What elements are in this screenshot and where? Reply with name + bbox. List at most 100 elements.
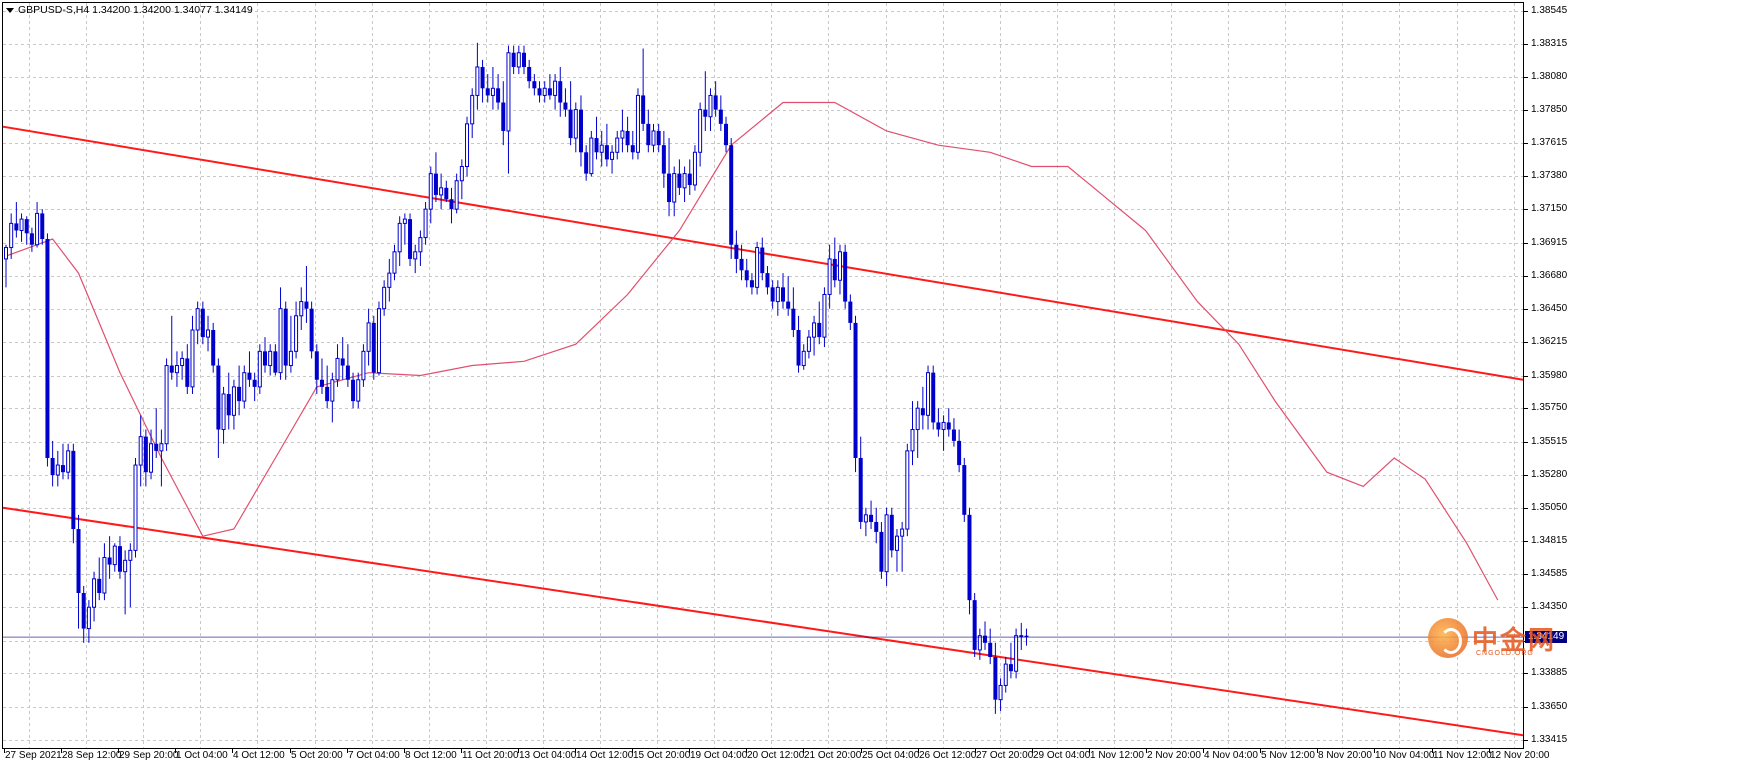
candle-body-bear — [931, 372, 936, 423]
y-tick-label: 1.33415 — [1531, 734, 1568, 745]
candle-body-bull — [366, 322, 371, 352]
candle-body-bull — [149, 443, 154, 473]
candle-body-bull — [1014, 635, 1019, 672]
watermark-text: 中金网 — [1472, 625, 1557, 656]
candle-body-bull — [397, 222, 402, 253]
candle-body-bull — [1019, 635, 1024, 638]
candle-body-bear — [563, 102, 568, 110]
candle-body-bear — [765, 273, 770, 288]
candle-body-bear — [283, 308, 288, 366]
candle-body-bear — [578, 109, 583, 153]
x-tick-label: 13 Oct 04:00 — [519, 750, 577, 761]
y-tick — [1524, 243, 1528, 244]
candle-body-bear — [325, 386, 330, 402]
candle-body-bear — [889, 514, 894, 551]
candle-body-bear — [713, 95, 718, 110]
y-tick — [1524, 342, 1528, 343]
y-tick-label: 1.35280 — [1531, 469, 1568, 480]
y-tick — [1524, 508, 1528, 509]
y-tick-label: 1.37850 — [1531, 104, 1568, 115]
candle-body-bear — [874, 521, 879, 532]
x-tick — [347, 749, 348, 753]
candle-body-bear — [522, 52, 526, 67]
y-tick-label: 1.36915 — [1531, 237, 1568, 248]
candle-body-bull — [775, 286, 780, 303]
candle-body-bull — [392, 251, 397, 274]
candle-body-bull — [133, 464, 138, 551]
candle-body-bull — [459, 166, 464, 182]
candle-body-bear — [724, 123, 729, 146]
x-tick-label: 7 Oct 04:00 — [348, 750, 400, 761]
candle-body-bull — [801, 350, 806, 367]
candle-body-bear — [200, 308, 205, 338]
x-tick-label: 27 Oct 20:00 — [976, 750, 1034, 761]
candle-body-bear — [76, 529, 81, 594]
candle-body-bear — [345, 365, 350, 380]
candle-body-bull — [278, 308, 283, 374]
candle-body-bull — [454, 180, 459, 210]
x-tick-label: 10 Nov 04:00 — [1375, 750, 1435, 761]
y-tick — [1524, 376, 1528, 377]
plot-area[interactable] — [2, 2, 1524, 749]
x-tick-label: 11 Oct 20:00 — [462, 750, 519, 761]
x-tick-label: 21 Oct 20:00 — [804, 750, 862, 761]
x-tick-label: 1 Oct 04:00 — [176, 750, 228, 761]
candle-body-bear — [749, 280, 754, 288]
candle-body-bear — [433, 173, 438, 195]
candle-body-bull — [128, 549, 133, 561]
candle-body-bull — [900, 528, 905, 537]
x-tick — [1374, 749, 1375, 753]
candle-body-bear — [547, 88, 552, 96]
candle-body-bull — [672, 173, 677, 203]
x-tick — [1089, 749, 1090, 753]
candle-body-bull — [231, 386, 236, 416]
candle-body-bear — [263, 351, 267, 366]
candle-body-bull — [599, 144, 604, 153]
candle-body-bull — [915, 407, 920, 431]
x-tick — [746, 749, 747, 753]
y-tick-label: 1.37615 — [1531, 137, 1568, 148]
x-tick — [1432, 749, 1433, 753]
candle-body-bull — [998, 684, 1003, 701]
candle-body-bear — [309, 308, 314, 352]
x-tick-label: 4 Nov 04:00 — [1204, 750, 1258, 761]
candle-body-bull — [55, 464, 60, 476]
chevron-down-icon[interactable] — [6, 7, 14, 13]
candle-body-bull — [159, 443, 164, 452]
candle-body-bull — [465, 123, 470, 168]
x-tick — [290, 749, 291, 753]
candle-body-bull — [977, 635, 982, 651]
y-tick — [1524, 309, 1528, 310]
candle-body-bull — [837, 251, 842, 281]
candle-body-bear — [729, 145, 734, 245]
candle-body-bear — [252, 379, 257, 387]
x-tick — [1203, 749, 1204, 753]
candlesticks — [4, 42, 1029, 714]
candle-body-bear — [1008, 664, 1013, 672]
candle-body-bull — [376, 308, 381, 374]
candle-body-bull — [428, 173, 433, 210]
y-tick — [1524, 44, 1528, 45]
y-tick — [1524, 11, 1528, 12]
moving-average — [5, 101, 1499, 601]
candle-body-bear — [786, 301, 791, 309]
candle-body-bull — [138, 436, 143, 466]
x-tick-label: 25 Oct 04:00 — [862, 750, 920, 761]
candle-body-bear — [558, 81, 563, 103]
x-tick — [1032, 749, 1033, 753]
candle-body-bull — [66, 450, 71, 473]
y-tick — [1524, 740, 1528, 741]
candle-body-bear — [14, 223, 19, 231]
candle-body-bear — [677, 173, 682, 188]
candle-body-bear — [1024, 635, 1029, 638]
candle-body-bear — [537, 88, 542, 96]
candle-body-bear — [853, 322, 858, 458]
candle-body-bear — [957, 440, 962, 466]
candle-body-bull — [180, 357, 185, 367]
x-tick-label: 27 Sep 2021 — [5, 750, 62, 761]
candle-body-bull — [195, 308, 200, 331]
candle-body-bear — [237, 386, 242, 402]
candle-body-bear — [501, 102, 506, 131]
